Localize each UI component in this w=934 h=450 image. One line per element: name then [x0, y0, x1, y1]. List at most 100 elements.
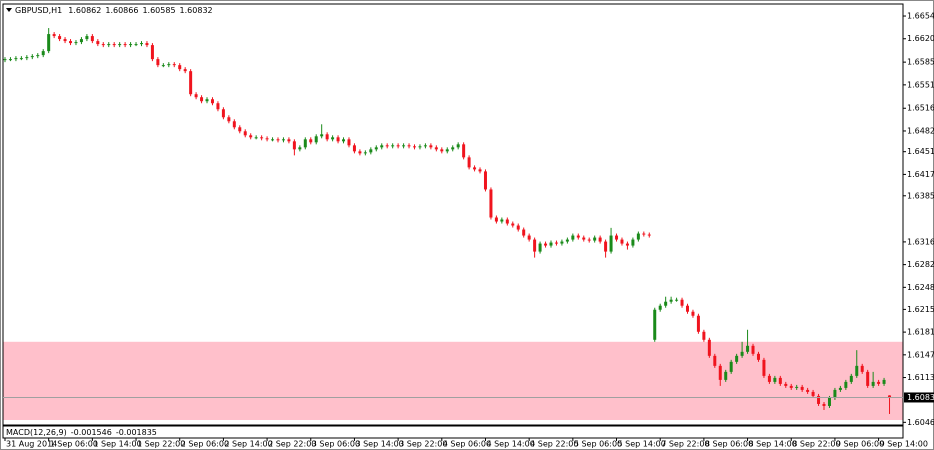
x-tick-label: 5 Sep 06:00: [574, 440, 622, 449]
candle-body: [69, 41, 73, 44]
candle-body: [189, 71, 193, 95]
candle-body: [527, 235, 531, 240]
candle-body: [369, 149, 373, 153]
candle-body: [418, 146, 422, 148]
candle-body: [467, 157, 471, 168]
indicator-value: -0.001835: [116, 428, 157, 437]
candle-body: [516, 225, 520, 230]
candle-body: [620, 239, 624, 244]
y-tick-label: 1.65850: [907, 58, 934, 67]
menu-arrow[interactable]: [6, 8, 12, 12]
candle-body: [287, 139, 291, 142]
candle-body: [609, 235, 613, 252]
y-tick-label: 1.64510: [907, 147, 934, 156]
candle-body: [533, 239, 537, 252]
x-tick-label: 2 Sep 22:00: [268, 440, 316, 449]
candle-body: [767, 375, 771, 382]
candle-body: [19, 58, 23, 60]
candle-body: [41, 51, 45, 56]
y-tick-label: 1.66200: [907, 34, 934, 43]
x-tick-label: 2 Sep 14:00: [224, 440, 272, 449]
candle-body: [751, 345, 755, 354]
x-tick-label: 3 Sep 22:00: [399, 440, 447, 449]
candle-body: [172, 64, 176, 66]
candle-body: [544, 243, 548, 246]
candle-body: [79, 39, 83, 43]
candle-body: [271, 139, 275, 141]
candle-body: [456, 144, 460, 148]
candle-body: [445, 149, 449, 152]
candle-body: [156, 59, 160, 66]
x-tick-label: 8 Sep 06:00: [705, 440, 753, 449]
candle-body: [227, 117, 231, 122]
candle-body: [888, 395, 892, 398]
mark-layer: [3, 28, 892, 414]
candle-body: [36, 55, 40, 57]
candle-body: [440, 149, 444, 152]
candle-body: [123, 44, 127, 46]
candle-body: [631, 239, 635, 246]
candle-body: [112, 44, 116, 46]
main-pane: [2, 3, 904, 426]
candle-body: [729, 361, 733, 372]
candle-body: [396, 145, 400, 147]
candle-body: [664, 301, 668, 306]
candle-body: [249, 135, 253, 138]
candle-body: [150, 45, 154, 60]
candle-body: [167, 64, 171, 66]
candle-body: [462, 144, 466, 158]
candle-body: [860, 365, 864, 372]
candle-body: [358, 151, 362, 154]
candle-body: [183, 69, 187, 72]
candle-body: [647, 234, 651, 236]
y-tick-label: 1.62480: [907, 283, 934, 292]
candle-body: [686, 305, 689, 312]
candle-body: [238, 127, 242, 132]
candle-body: [58, 36, 62, 40]
candle-body: [877, 381, 881, 384]
candle-body: [593, 237, 597, 241]
candle-body: [675, 299, 679, 301]
candle-body: [320, 134, 324, 137]
candle-body: [576, 235, 580, 238]
candle-body: [47, 34, 51, 52]
candle-body: [707, 339, 711, 356]
candle-body: [483, 171, 487, 190]
candle-body: [473, 167, 477, 170]
candle-body: [746, 345, 750, 352]
macd-pane: [2, 425, 904, 439]
x-tick-label: 9 Sep 14:00: [880, 440, 928, 449]
y-tick-label: 1.64820: [907, 126, 934, 135]
candle-body: [642, 233, 646, 235]
y-tick-label: 1.61810: [907, 328, 934, 337]
candle-body: [118, 44, 122, 46]
x-tick-label: 5 Sep 14:00: [618, 440, 666, 449]
y-tick-label: 1.62820: [907, 260, 934, 269]
candle-body: [347, 139, 351, 146]
candle-body: [107, 44, 111, 46]
candle-body: [129, 44, 133, 46]
candle-body: [866, 371, 870, 386]
y-tick-label: 1.64170: [907, 170, 934, 179]
candle-body: [724, 371, 728, 380]
candle-body: [281, 139, 285, 141]
candle-body: [680, 299, 684, 306]
candle-body: [434, 147, 438, 150]
candle-body: [636, 233, 640, 240]
candle-body: [789, 385, 793, 388]
candle-body: [309, 139, 313, 143]
candle-body: [243, 131, 247, 136]
candle-body: [385, 145, 389, 147]
y-tick-label: 1.63850: [907, 191, 934, 200]
candle-body: [352, 145, 356, 152]
price-label: 1.60832: [907, 393, 934, 402]
header-low: 1.60585: [142, 6, 175, 15]
candle-body: [402, 145, 406, 147]
y-tick-label: 1.66540: [907, 12, 934, 21]
candle-body: [407, 145, 411, 147]
candle-body: [762, 359, 766, 376]
candle-body: [380, 145, 384, 148]
candle-body: [63, 39, 67, 42]
candle-body: [844, 381, 848, 388]
